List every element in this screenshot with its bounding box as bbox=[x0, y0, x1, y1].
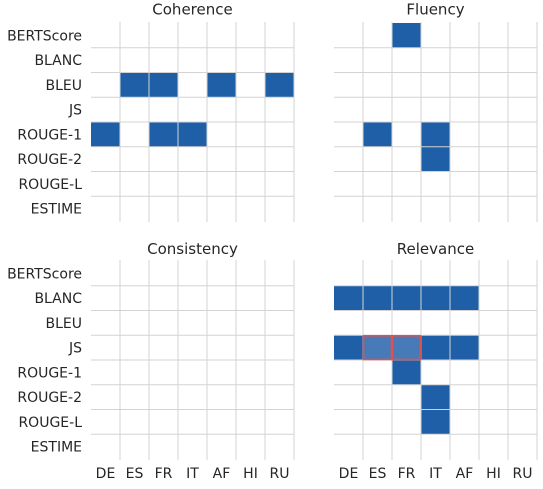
x-tick-label: AF bbox=[456, 466, 474, 482]
heatmap-cell bbox=[392, 335, 421, 360]
y-tick-label: BLEU bbox=[46, 78, 83, 94]
panel-title: Coherence bbox=[152, 1, 232, 19]
y-tick-label: ROUGE-L bbox=[18, 177, 82, 193]
y-tick-label: ROUGE-L bbox=[18, 415, 82, 431]
x-tick-label: HI bbox=[486, 466, 501, 482]
x-tick-label: RU bbox=[513, 466, 533, 482]
y-tick-label: ESTIME bbox=[31, 202, 82, 218]
y-tick-label: JS bbox=[68, 341, 82, 357]
x-tick-label: AF bbox=[213, 466, 231, 482]
heatmap-cell bbox=[450, 335, 479, 360]
panel-title: Fluency bbox=[406, 1, 464, 19]
heatmap-cell bbox=[392, 360, 421, 385]
y-tick-label: BLANC bbox=[34, 53, 82, 69]
x-tick-label: ES bbox=[369, 466, 387, 482]
panel-title: Relevance bbox=[397, 240, 474, 258]
heatmap-cell bbox=[450, 285, 479, 311]
heatmap-cell bbox=[421, 335, 450, 360]
y-tick-label: BERTScore bbox=[7, 266, 82, 282]
x-tick-label: DE bbox=[96, 466, 116, 482]
heatmap-cell bbox=[421, 146, 450, 172]
y-tick-label: ROUGE-2 bbox=[17, 390, 82, 406]
x-tick-label: RU bbox=[270, 466, 290, 482]
y-tick-label: BERTScore bbox=[7, 28, 82, 44]
heatmap-cell bbox=[363, 122, 392, 147]
x-tick-label: IT bbox=[186, 466, 199, 482]
heatmap-cell bbox=[265, 72, 294, 98]
panel-coherence: Coherence BERTScore BLANC BLEU JS ROUGE-1 ROUG… bbox=[7, 1, 295, 222]
y-tick-label: BLEU bbox=[46, 316, 83, 332]
panel-consistency: Consistency BERTScore BLANC BLEU JS ROUGE-1 RO… bbox=[7, 240, 295, 482]
heatmap-cell bbox=[363, 285, 392, 311]
heatmap-cell bbox=[334, 285, 363, 311]
panel-title: Consistency bbox=[147, 240, 238, 258]
y-tick-label: JS bbox=[68, 103, 82, 119]
y-tick-label: ROUGE-1 bbox=[17, 127, 82, 143]
x-tick-label: FR bbox=[398, 466, 416, 482]
x-tick-label: DE bbox=[339, 466, 359, 482]
x-tick-label: FR bbox=[155, 466, 173, 482]
x-tick-label: HI bbox=[243, 466, 258, 482]
heatmap-cell bbox=[392, 285, 421, 311]
heatmap-cell bbox=[421, 122, 450, 147]
y-tick-label: ROUGE-2 bbox=[17, 152, 82, 168]
heatmap-cell bbox=[421, 409, 450, 435]
heatmap-cell bbox=[334, 335, 363, 360]
x-tick-label: IT bbox=[429, 466, 442, 482]
panel-fluency: Fluency bbox=[334, 1, 538, 222]
y-tick-label: BLANC bbox=[34, 291, 82, 307]
heatmap-cell bbox=[421, 384, 450, 410]
x-tick-label: ES bbox=[126, 466, 144, 482]
heatmap-cell bbox=[149, 72, 178, 98]
y-tick-label: ESTIME bbox=[31, 440, 82, 456]
heatmap-cell bbox=[178, 122, 207, 147]
heatmap-cell bbox=[363, 335, 392, 360]
heatmap-cell bbox=[120, 72, 149, 98]
panel-relevance: Relevance DE ES FR IT AF HI RU bbox=[334, 240, 538, 482]
heatmap-cell bbox=[149, 122, 178, 147]
heatmap-cell bbox=[207, 72, 236, 98]
heatmap-cell bbox=[91, 122, 120, 147]
highlighted-cell bbox=[362, 334, 393, 361]
heatmap-cell bbox=[421, 285, 450, 311]
y-tick-label: ROUGE-1 bbox=[17, 365, 82, 381]
highlighted-cell bbox=[391, 334, 422, 361]
heatmap-cell bbox=[392, 23, 421, 48]
